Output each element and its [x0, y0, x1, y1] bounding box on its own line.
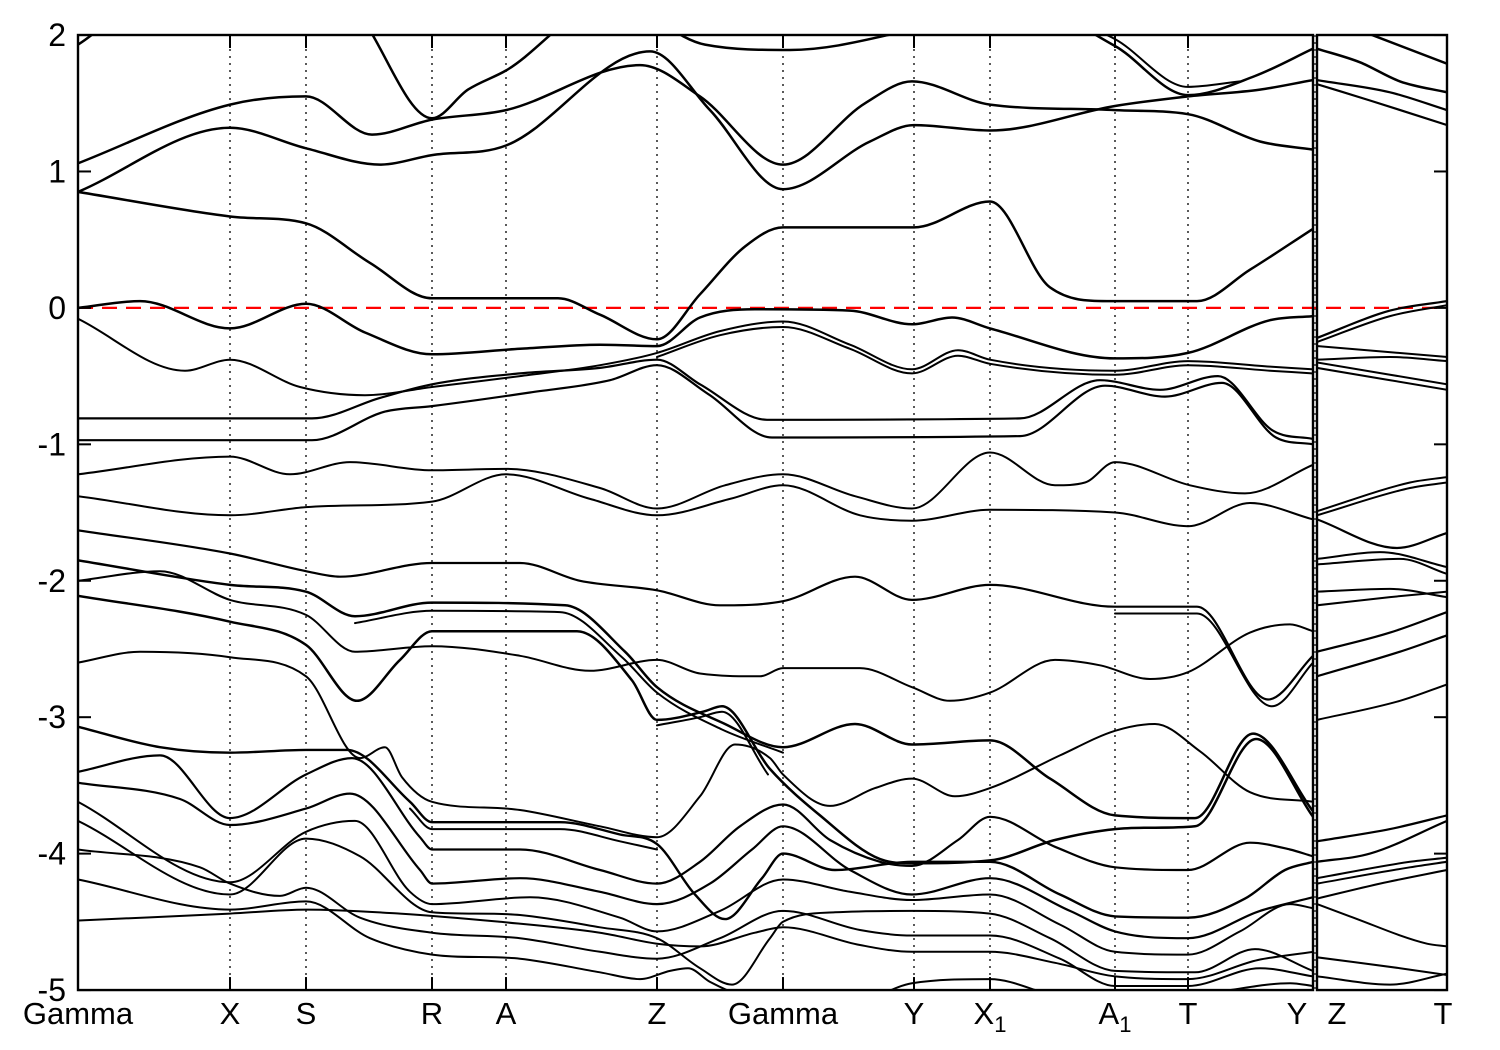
band-curve	[656, 710, 769, 776]
x-tick-label: Z	[1328, 996, 1347, 1031]
band-curve	[409, 807, 658, 851]
y-tick-label: -2	[38, 563, 66, 599]
band-curve	[1318, 814, 1446, 843]
band-curve	[1318, 367, 1446, 391]
band-curve	[1318, 590, 1446, 607]
band-curve	[79, 594, 1312, 865]
band-curve	[79, 754, 1312, 885]
x-tick-label: X1	[974, 996, 1007, 1037]
panel-border	[1315, 33, 1449, 992]
x-tick-label: X	[220, 996, 241, 1031]
bands-panel-1	[79, 36, 1312, 990]
x-tick-label: T	[1179, 996, 1198, 1031]
band-curve	[79, 878, 1312, 990]
y-tick-label: -5	[38, 972, 66, 1008]
band-curve	[79, 190, 1312, 341]
band-curve	[79, 451, 1312, 510]
bands-panel-2	[1318, 36, 1446, 986]
band-curve	[1318, 683, 1446, 721]
band-curve	[79, 299, 1312, 360]
band-curve	[79, 820, 1312, 986]
band-curve	[1318, 518, 1446, 550]
band-curve	[79, 559, 1312, 820]
band-curve	[79, 725, 1312, 921]
band-curve	[79, 848, 1312, 988]
band-curve	[1318, 820, 1446, 863]
band-curve	[79, 650, 1312, 839]
band-curve	[1318, 83, 1446, 126]
band-curve	[1318, 345, 1446, 358]
x-tick-label: Y	[1287, 996, 1308, 1031]
band-curve	[79, 36, 1312, 120]
band-curve	[1318, 557, 1446, 575]
band-curve	[79, 908, 1312, 981]
band-curve	[1318, 481, 1446, 517]
band-curve	[1114, 612, 1312, 708]
band-curve	[656, 326, 1312, 376]
axis-ticks	[77, 34, 1448, 992]
band-curve	[1318, 972, 1446, 986]
band-curve	[1318, 611, 1446, 653]
band-curve	[79, 318, 1312, 397]
x-tick-label: Z	[648, 996, 667, 1031]
panel-borders	[76, 33, 1449, 992]
y-tick-label: 0	[48, 290, 66, 326]
panel-border	[76, 33, 1315, 992]
x-tick-label: Y	[904, 996, 925, 1031]
y-tick-label: -1	[38, 426, 66, 462]
x-tick-labels: Gamma X S R A Z Gamma Y X1 A1 T Y Z T	[23, 996, 1453, 1037]
band-curve	[354, 609, 784, 754]
x-tick-label: Gamma	[728, 996, 839, 1031]
band-curve	[1318, 551, 1446, 568]
band-curve	[1318, 476, 1446, 512]
y-tick-label: -4	[38, 836, 66, 872]
band-curve	[1318, 903, 1446, 948]
band-curve	[1318, 860, 1446, 885]
band-curve	[1318, 956, 1446, 976]
band-curve	[1318, 47, 1446, 94]
band-curve	[1106, 36, 1241, 88]
x-tick-label: Gamma	[23, 996, 134, 1031]
band-curve	[1318, 869, 1446, 900]
band-curve	[1318, 361, 1446, 386]
band-curve	[79, 801, 1312, 956]
band-curve	[79, 473, 1312, 528]
x-tick-label: S	[296, 996, 317, 1031]
band-curve	[79, 50, 1312, 193]
y-tick-label: 1	[48, 153, 66, 189]
x-tick-label: A1	[1099, 996, 1132, 1037]
band-curve	[1318, 79, 1446, 111]
y-tick-label: -3	[38, 699, 66, 735]
x-tick-label: A	[496, 996, 517, 1031]
x-tick-label: T	[1434, 996, 1453, 1031]
band-curve	[79, 358, 1312, 440]
band-curve	[79, 570, 1312, 702]
band-curve	[1318, 634, 1446, 678]
band-curve	[1318, 304, 1446, 343]
band-curve	[1318, 300, 1446, 339]
band-curve	[1318, 356, 1446, 363]
band-curve	[79, 529, 1312, 701]
y-tick-label: 2	[48, 17, 66, 53]
band-curve	[1318, 856, 1446, 880]
x-tick-label: R	[421, 996, 443, 1031]
band-curve	[79, 364, 1312, 446]
y-tick-labels: 2 1 0 -1 -2 -3 -4 -5	[38, 17, 66, 1008]
band-curve	[79, 781, 1312, 940]
band-curve	[1371, 36, 1446, 65]
band-curve	[79, 63, 1312, 166]
